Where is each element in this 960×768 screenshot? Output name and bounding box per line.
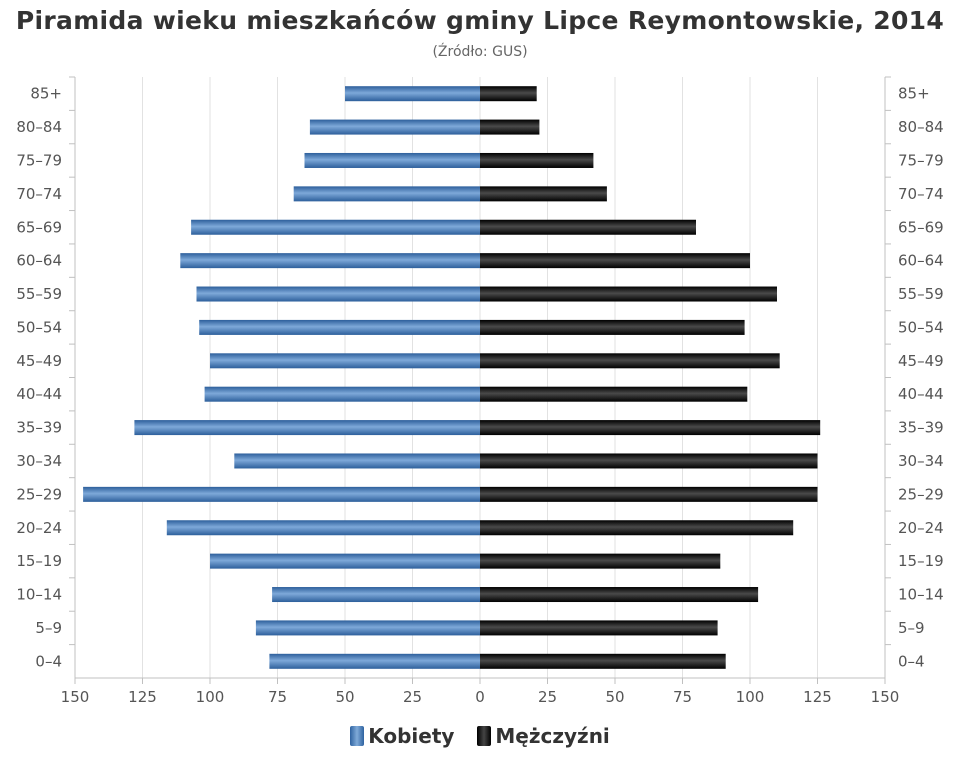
bar-kobiety[interactable] xyxy=(272,587,480,603)
x-tick-label: 100 xyxy=(196,688,225,706)
bar-kobiety[interactable] xyxy=(345,86,480,102)
bar-mezczyzni[interactable] xyxy=(480,653,726,669)
category-label-left: 25–29 xyxy=(16,485,62,503)
bar-mezczyzni[interactable] xyxy=(480,319,745,335)
category-label-right: 85+ xyxy=(898,85,930,103)
category-label-right: 65–69 xyxy=(898,218,944,236)
category-label-left: 55–59 xyxy=(16,285,62,303)
x-tick-label: 150 xyxy=(871,688,900,706)
category-label-right: 10–14 xyxy=(898,586,944,604)
bar-kobiety[interactable] xyxy=(293,186,480,202)
bar-mezczyzni[interactable] xyxy=(480,420,821,436)
bar-kobiety[interactable] xyxy=(199,319,480,335)
category-label-left: 45–49 xyxy=(16,352,62,370)
x-tick-label: 125 xyxy=(128,688,157,706)
bar-mezczyzni[interactable] xyxy=(480,186,607,202)
category-label-left: 30–34 xyxy=(16,452,62,470)
category-label-left: 80–84 xyxy=(16,118,62,136)
category-label-left: 35–39 xyxy=(16,419,62,437)
bar-kobiety[interactable] xyxy=(166,520,481,536)
chart-subtitle: (Źródło: GUS) xyxy=(432,44,528,60)
legend-label-mezczyzni: Mężczyźni xyxy=(495,723,610,748)
category-label-right: 50–54 xyxy=(898,318,944,336)
bar-mezczyzni[interactable] xyxy=(480,620,718,636)
category-label-right: 60–64 xyxy=(898,252,944,270)
category-label-left: 5–9 xyxy=(35,619,62,637)
bar-mezczyzni[interactable] xyxy=(480,520,794,536)
bar-mezczyzni[interactable] xyxy=(480,353,780,369)
category-label-left: 20–24 xyxy=(16,519,62,537)
bar-kobiety[interactable] xyxy=(134,420,480,436)
bar-mezczyzni[interactable] xyxy=(480,486,818,502)
legend-swatch-mezczyzni xyxy=(477,725,492,746)
category-label-right: 20–24 xyxy=(898,519,944,537)
bars xyxy=(83,86,821,669)
category-label-left: 15–19 xyxy=(16,552,62,570)
bar-mezczyzni[interactable] xyxy=(480,286,777,302)
category-label-right: 5–9 xyxy=(898,619,925,637)
bar-kobiety[interactable] xyxy=(196,286,481,302)
x-tick-label: 50 xyxy=(335,688,354,706)
bar-mezczyzni[interactable] xyxy=(480,587,759,603)
x-tick-label: 25 xyxy=(403,688,422,706)
category-label-right: 35–39 xyxy=(898,419,944,437)
bar-mezczyzni[interactable] xyxy=(480,453,818,469)
bar-kobiety[interactable] xyxy=(180,253,481,269)
category-label-right: 75–79 xyxy=(898,151,944,169)
category-label-right: 80–84 xyxy=(898,118,944,136)
legend-label-kobiety: Kobiety xyxy=(368,723,455,748)
legend-item-kobiety[interactable]: Kobiety xyxy=(350,724,454,748)
x-tick-label: 150 xyxy=(61,688,90,706)
legend-swatch-kobiety xyxy=(350,725,365,746)
category-label-right: 15–19 xyxy=(898,552,944,570)
category-label-right: 45–49 xyxy=(898,352,944,370)
category-label-left: 85+ xyxy=(30,85,62,103)
chart-title: Piramida wieku mieszkańców gminy Lipce R… xyxy=(15,6,945,35)
category-label-left: 70–74 xyxy=(16,185,62,203)
category-label-right: 25–29 xyxy=(898,485,944,503)
bar-kobiety[interactable] xyxy=(269,653,480,669)
legend-item-mezczyzni[interactable]: Mężczyźni xyxy=(477,723,610,748)
x-tick-label: 75 xyxy=(268,688,287,706)
category-label-left: 50–54 xyxy=(16,318,62,336)
category-label-right: 40–44 xyxy=(898,385,944,403)
category-label-left: 10–14 xyxy=(16,586,62,604)
x-tick-label: 0 xyxy=(475,688,485,706)
x-tick-label: 125 xyxy=(803,688,832,706)
grid-lines xyxy=(69,76,891,684)
bar-kobiety[interactable] xyxy=(210,553,480,569)
category-label-left: 60–64 xyxy=(16,252,62,270)
bar-kobiety[interactable] xyxy=(191,219,480,235)
category-label-left: 40–44 xyxy=(16,385,62,403)
bar-kobiety[interactable] xyxy=(309,119,480,135)
bar-kobiety[interactable] xyxy=(304,152,481,168)
bar-kobiety[interactable] xyxy=(210,353,480,369)
x-tick-label: 25 xyxy=(538,688,557,706)
category-label-right: 55–59 xyxy=(898,285,944,303)
x-tick-label: 50 xyxy=(605,688,624,706)
bar-mezczyzni[interactable] xyxy=(480,119,540,135)
x-tick-label: 100 xyxy=(736,688,765,706)
bar-kobiety[interactable] xyxy=(204,386,480,402)
bar-mezczyzni[interactable] xyxy=(480,253,750,269)
bar-kobiety[interactable] xyxy=(234,453,480,469)
legend: Kobiety Mężczyźni xyxy=(0,722,960,748)
bar-kobiety[interactable] xyxy=(255,620,480,636)
bar-mezczyzni[interactable] xyxy=(480,219,696,235)
axis-labels: 150 125 100 75 50 25 0 25 50 75 100 125 150 85+ 85+ 80–… xyxy=(16,85,943,706)
bar-kobiety[interactable] xyxy=(83,486,480,502)
category-label-right: 0–4 xyxy=(898,652,925,670)
x-tick-label: 75 xyxy=(673,688,692,706)
bar-mezczyzni[interactable] xyxy=(480,86,537,102)
category-label-right: 30–34 xyxy=(898,452,944,470)
bar-mezczyzni[interactable] xyxy=(480,553,721,569)
bar-mezczyzni[interactable] xyxy=(480,386,748,402)
category-label-right: 70–74 xyxy=(898,185,944,203)
category-label-left: 65–69 xyxy=(16,218,62,236)
category-label-left: 75–79 xyxy=(16,151,62,169)
category-label-left: 0–4 xyxy=(35,652,62,670)
bar-mezczyzni[interactable] xyxy=(480,152,594,168)
